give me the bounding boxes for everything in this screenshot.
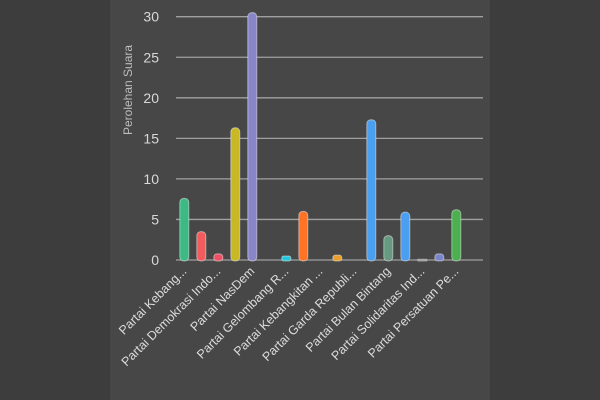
- bar[interactable]: [383, 235, 394, 262]
- bar[interactable]: [230, 127, 241, 262]
- y-tick-label: 20: [143, 90, 159, 106]
- y-tick-label: 5: [151, 211, 159, 227]
- y-tick-label: 15: [143, 130, 159, 146]
- bar[interactable]: [332, 254, 343, 262]
- bar[interactable]: [366, 119, 377, 262]
- bar[interactable]: [400, 211, 411, 262]
- bar[interactable]: [247, 12, 258, 262]
- y-tick-label: 30: [143, 9, 159, 25]
- bar[interactable]: [179, 197, 190, 262]
- bar[interactable]: [196, 231, 207, 262]
- chart-panel: [110, 0, 490, 400]
- y-tick-label: 0: [151, 252, 159, 268]
- bar[interactable]: [298, 210, 309, 262]
- y-tick-label: 25: [143, 49, 159, 65]
- bar[interactable]: [434, 253, 445, 262]
- y-tick-label: 10: [143, 171, 159, 187]
- y-axis-label: Perolehan Suara: [121, 45, 135, 135]
- bar[interactable]: [417, 258, 428, 262]
- bar[interactable]: [213, 253, 224, 262]
- bar[interactable]: [451, 209, 462, 262]
- bar[interactable]: [281, 255, 292, 262]
